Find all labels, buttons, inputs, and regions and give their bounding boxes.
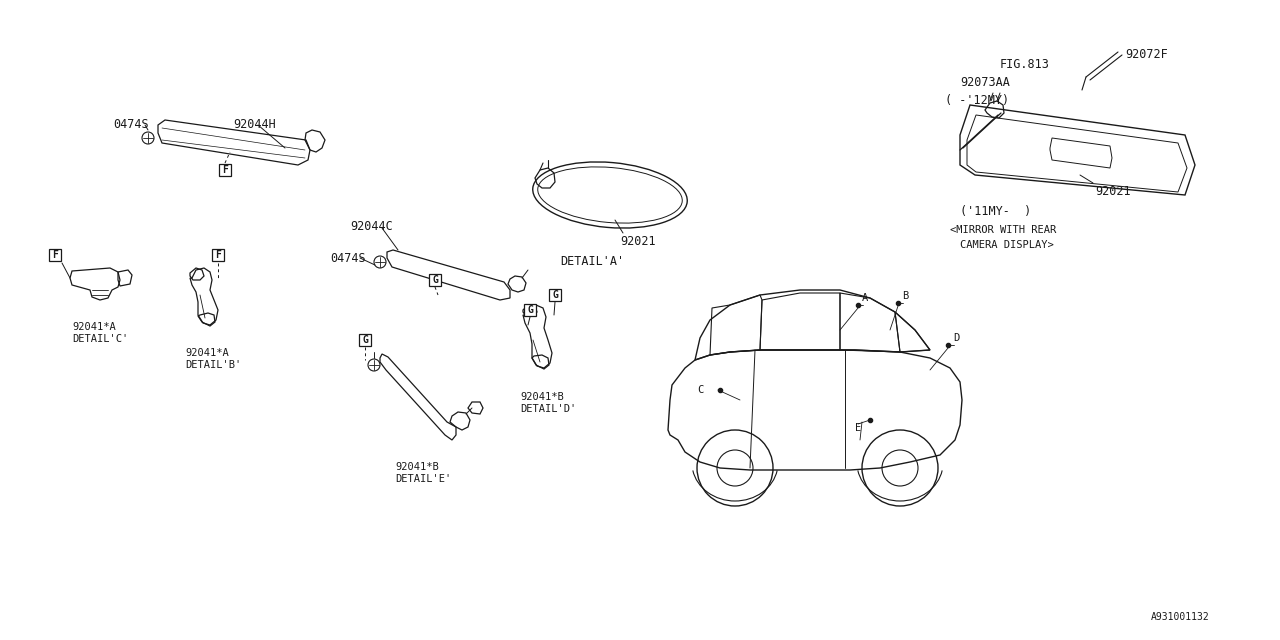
Text: 92041*B: 92041*B: [396, 462, 439, 472]
Text: F: F: [215, 250, 221, 260]
Bar: [219, 164, 230, 176]
Text: FIG.813: FIG.813: [1000, 58, 1050, 71]
Text: DETAIL'B': DETAIL'B': [186, 360, 241, 370]
Bar: [358, 334, 371, 346]
Bar: [549, 289, 561, 301]
Text: 0474S: 0474S: [113, 118, 148, 131]
Text: C: C: [696, 385, 703, 395]
Text: 92044H: 92044H: [233, 118, 275, 131]
Text: 92021: 92021: [1094, 185, 1130, 198]
Text: <MIRROR WITH REAR: <MIRROR WITH REAR: [950, 225, 1056, 235]
Text: F: F: [221, 165, 228, 175]
Text: B: B: [902, 291, 909, 301]
Bar: [429, 274, 442, 286]
Text: 92041*A: 92041*A: [186, 348, 229, 358]
Text: DETAIL'A': DETAIL'A': [561, 255, 625, 268]
Bar: [212, 249, 224, 261]
Text: 92021: 92021: [620, 235, 655, 248]
Text: D: D: [954, 333, 959, 343]
Text: 92072F: 92072F: [1125, 48, 1167, 61]
Text: E: E: [855, 423, 861, 433]
Text: G: G: [552, 290, 558, 300]
Text: 92041*A: 92041*A: [72, 322, 115, 332]
Text: DETAIL'E': DETAIL'E': [396, 474, 452, 484]
Text: G: G: [433, 275, 438, 285]
Bar: [49, 249, 61, 261]
Text: 0474S: 0474S: [330, 252, 366, 265]
Text: 92073AA: 92073AA: [960, 76, 1010, 89]
Bar: [524, 304, 536, 316]
Text: ('11MY-  ): ('11MY- ): [960, 205, 1032, 218]
Text: 92041*B: 92041*B: [520, 392, 563, 402]
Text: CAMERA DISPLAY>: CAMERA DISPLAY>: [960, 240, 1053, 250]
Text: F: F: [52, 250, 58, 260]
Text: ( -'12MY): ( -'12MY): [945, 94, 1009, 107]
Text: A: A: [861, 293, 868, 303]
Text: DETAIL'D': DETAIL'D': [520, 404, 576, 414]
Text: 92044C: 92044C: [349, 220, 393, 233]
Text: G: G: [362, 335, 367, 345]
Text: A931001132: A931001132: [1151, 612, 1210, 622]
Text: DETAIL'C': DETAIL'C': [72, 334, 128, 344]
Text: G: G: [527, 305, 532, 315]
